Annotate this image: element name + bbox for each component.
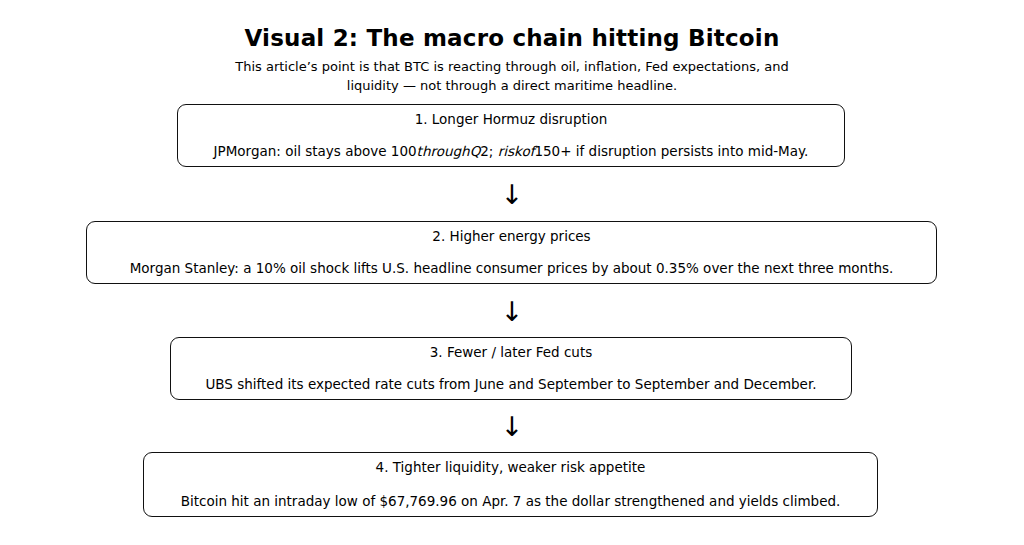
figure-title: Visual 2: The macro chain hitting Bitcoi…	[0, 25, 1024, 51]
box-3-body: UBS shifted its expected rate cuts from …	[181, 376, 841, 393]
box-1-body: JPMorgan: oil stays above 100throughQ2; …	[188, 143, 834, 160]
subtitle-line-1: This article’s point is that BTC is reac…	[0, 57, 1024, 76]
subtitle-line-2: liquidity — not through a direct maritim…	[0, 76, 1024, 95]
figure-subtitle: This article’s point is that BTC is reac…	[0, 57, 1024, 95]
flow-box-hormuz-disruption: 1. Longer Hormuz disruption JPMorgan: oi…	[177, 104, 845, 167]
box-2-heading: 2. Higher energy prices	[97, 228, 926, 245]
box-1-body-segment: 2;	[480, 143, 497, 159]
box-3-heading: 3. Fewer / later Fed cuts	[181, 344, 841, 361]
box-1-body-segment-italic: throughQ	[417, 143, 481, 159]
box-1-body-segment: JPMorgan: oil stays above 100	[214, 143, 417, 159]
box-1-body-segment: 150+ if disruption persists into mid-May…	[534, 143, 808, 159]
flow-box-liquidity-risk: 4. Tighter liquidity, weaker risk appeti…	[143, 452, 878, 517]
down-arrow-icon: ↓	[0, 171, 1024, 221]
flow-box-fed-cuts: 3. Fewer / later Fed cuts UBS shifted it…	[170, 337, 852, 400]
box-1-body-segment-italic: riskof	[498, 143, 535, 159]
down-arrow-icon: ↓	[0, 288, 1024, 337]
figure-canvas: Visual 2: The macro chain hitting Bitcoi…	[0, 0, 1024, 545]
box-2-body: Morgan Stanley: a 10% oil shock lifts U.…	[97, 260, 926, 277]
box-4-heading: 4. Tighter liquidity, weaker risk appeti…	[154, 459, 867, 476]
down-arrow-icon: ↓	[0, 404, 1024, 452]
box-1-heading: 1. Longer Hormuz disruption	[188, 111, 834, 128]
flow-box-energy-prices: 2. Higher energy prices Morgan Stanley: …	[86, 221, 937, 284]
box-4-body: Bitcoin hit an intraday low of $67,769.9…	[154, 493, 867, 510]
